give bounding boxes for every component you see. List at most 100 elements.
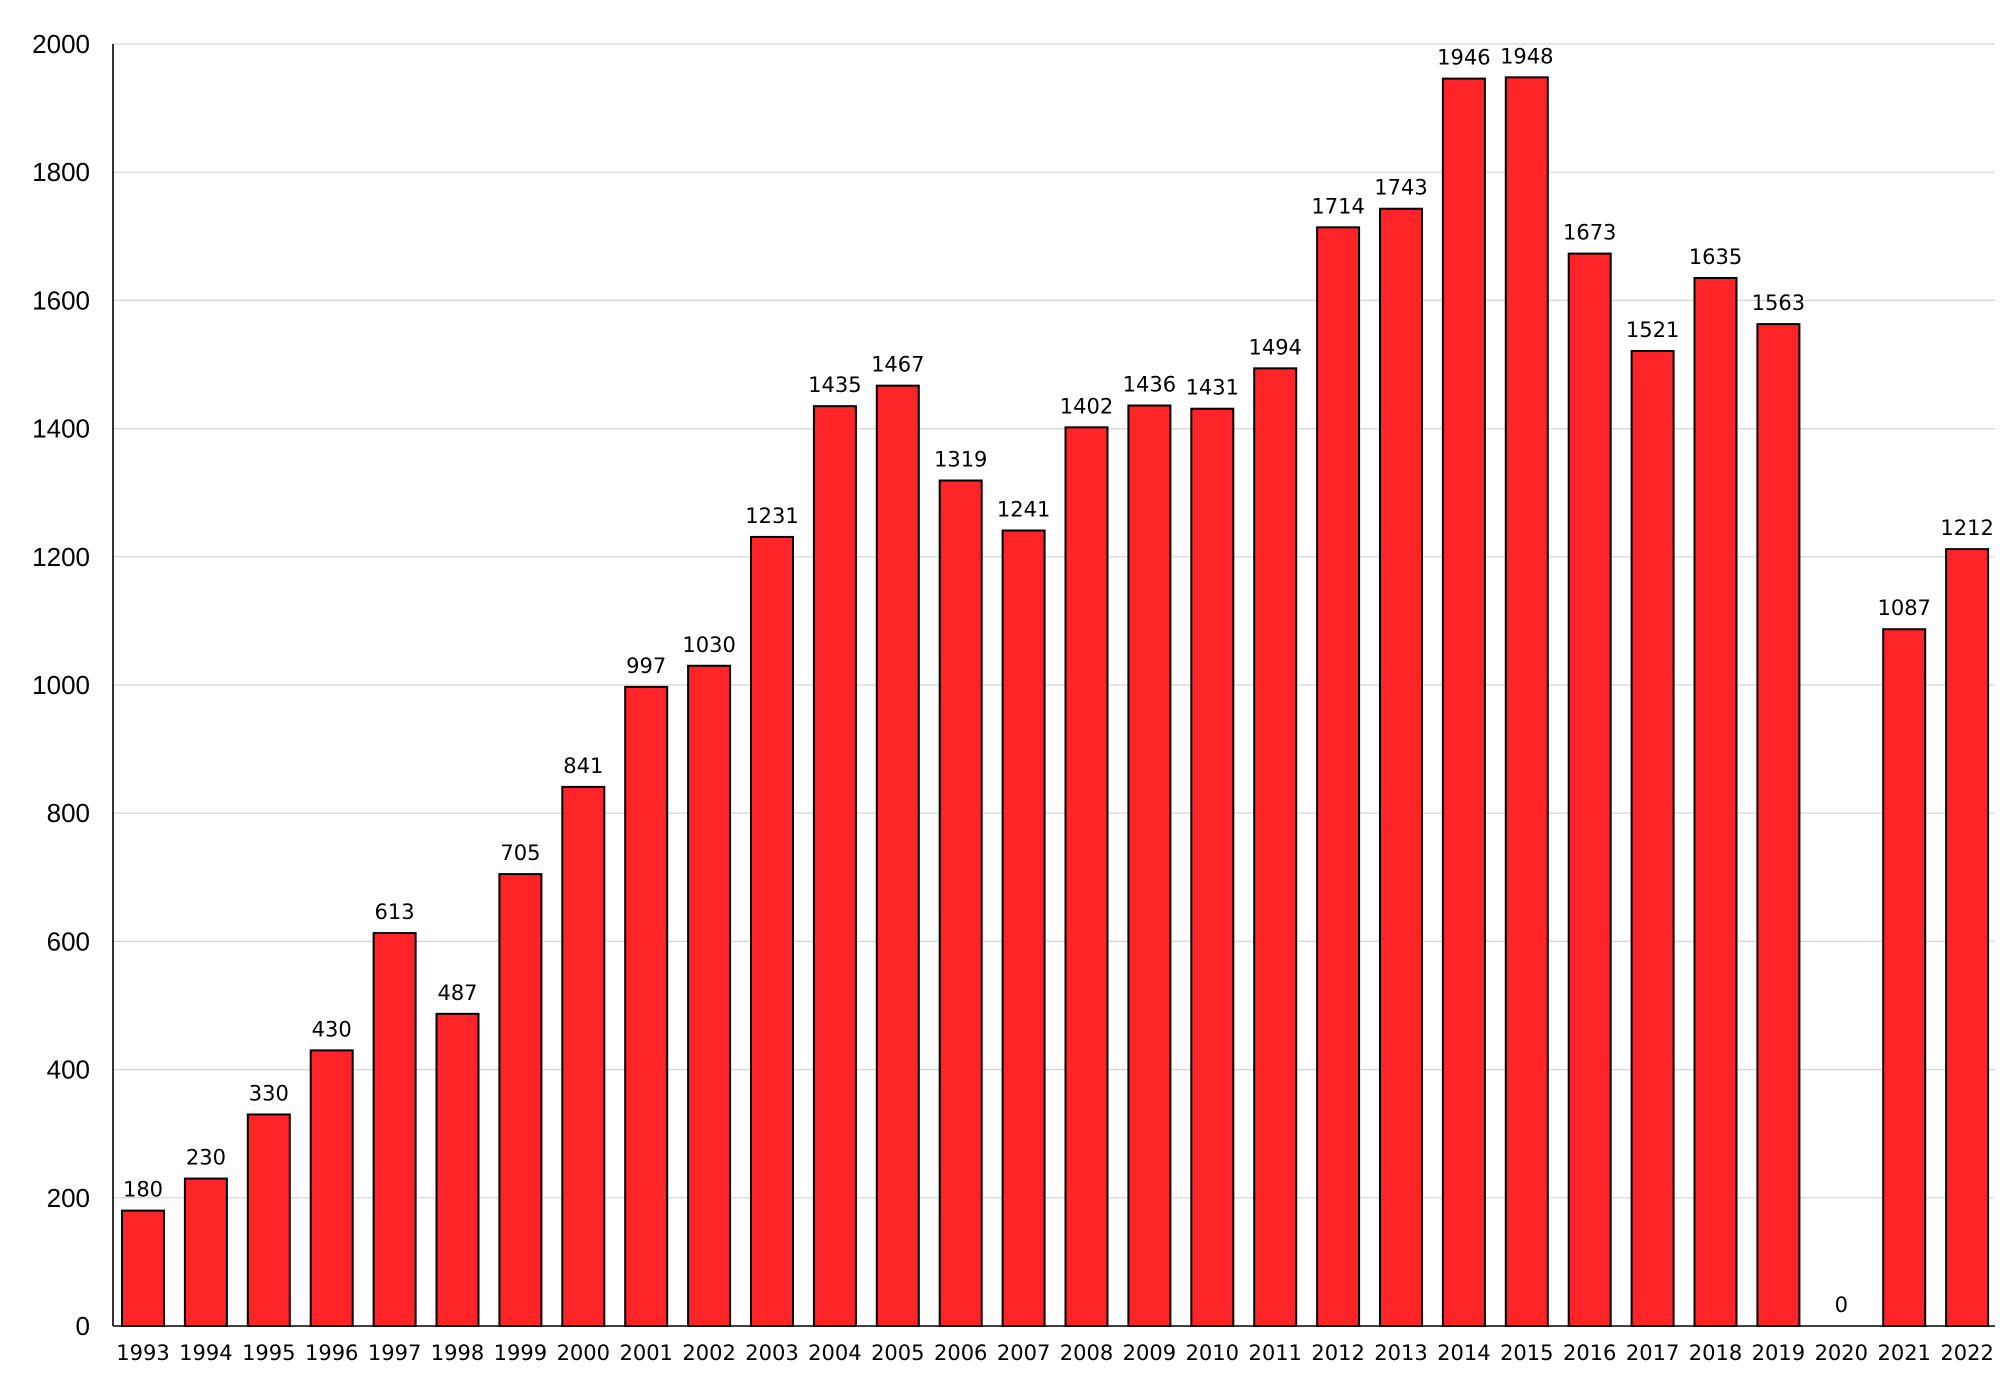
data-label-2012: 1714 [1311, 194, 1364, 218]
y-axis-ticks: 0 200 400 600 800 1000 1200 1400 1600 1800 2000 [32, 29, 90, 1341]
bar-2009 [1127, 404, 1172, 1327]
bar-1994 [183, 1177, 228, 1327]
y-tick-label: 600 [47, 926, 90, 956]
data-label-2017: 1521 [1626, 318, 1679, 342]
bar-1997 [372, 932, 417, 1328]
grid-lines [113, 43, 1995, 1199]
data-label-2000: 841 [563, 754, 603, 778]
data-label-2013: 1743 [1374, 176, 1427, 200]
bars [121, 76, 1990, 1328]
data-label-2006: 1319 [934, 448, 987, 472]
bar-2000 [561, 785, 606, 1327]
bar-2014 [1441, 77, 1486, 1327]
data-label-2014: 1946 [1437, 46, 1490, 70]
data-label-1993: 180 [123, 1178, 163, 1202]
data-label-2001: 997 [626, 654, 666, 678]
bar-2021 [1882, 628, 1927, 1327]
x-tick-label-2002: 2002 [682, 1341, 735, 1365]
data-label-2008: 1402 [1060, 394, 1113, 418]
data-label-2022: 1212 [1940, 516, 1993, 540]
x-tick-label-2020: 2020 [1815, 1341, 1868, 1365]
data-label-2021: 1087 [1877, 596, 1930, 620]
x-tick-label-2004: 2004 [808, 1341, 861, 1365]
data-label-1995: 330 [249, 1081, 289, 1105]
bar-2015 [1504, 76, 1549, 1327]
y-tick-label: 400 [47, 1055, 90, 1085]
data-label-2010: 1431 [1186, 376, 1239, 400]
data-label-1999: 705 [500, 841, 540, 865]
x-tick-label-2000: 2000 [557, 1341, 610, 1365]
bar-2016 [1567, 252, 1612, 1327]
x-tick-label-1996: 1996 [305, 1341, 358, 1365]
bar-2006 [938, 479, 983, 1327]
x-tick-label-2016: 2016 [1563, 1341, 1616, 1365]
data-label-2019: 1563 [1752, 291, 1805, 315]
data-label-2009: 1436 [1123, 373, 1176, 397]
data-label-2015: 1948 [1500, 44, 1553, 68]
bar-2002 [687, 664, 732, 1327]
bar-1996 [309, 1049, 354, 1327]
bar-2017 [1630, 350, 1675, 1327]
y-tick-label: 0 [76, 1311, 90, 1341]
y-tick-label: 800 [47, 798, 90, 828]
bar-2013 [1379, 207, 1423, 1327]
bar-2019 [1756, 323, 1801, 1327]
data-label-2005: 1467 [871, 353, 924, 377]
bar-2012 [1316, 226, 1361, 1327]
x-tick-label-1995: 1995 [242, 1341, 295, 1365]
x-tick-label-2018: 2018 [1689, 1341, 1742, 1365]
data-label-2018: 1635 [1689, 245, 1742, 269]
data-label-1994: 230 [186, 1146, 226, 1170]
y-tick-label: 1800 [32, 157, 90, 187]
data-label-1998: 487 [437, 981, 477, 1005]
x-tick-label-2007: 2007 [997, 1341, 1050, 1365]
y-tick-label: 1600 [32, 285, 90, 315]
data-label-2007: 1241 [997, 498, 1050, 522]
bar-2018 [1693, 276, 1738, 1328]
data-label-2011: 1494 [1248, 335, 1301, 359]
data-label-2020: 0 [1835, 1293, 1848, 1317]
x-tick-label-2022: 2022 [1940, 1341, 1993, 1365]
x-tick-label-2009: 2009 [1123, 1341, 1176, 1365]
y-tick-label: 1000 [32, 670, 90, 700]
x-tick-label-2010: 2010 [1186, 1341, 1239, 1365]
bar-2011 [1253, 367, 1298, 1327]
data-label-1997: 613 [375, 900, 415, 924]
x-tick-label-2011: 2011 [1248, 1341, 1301, 1365]
bar-1998 [435, 1012, 480, 1327]
x-tick-label-1993: 1993 [116, 1341, 169, 1365]
x-axis-ticks: 1993 1994 1995 1996 1997 1998 1999 2000 2001 2002… [116, 1341, 1994, 1365]
x-tick-label-1997: 1997 [368, 1341, 421, 1365]
x-tick-label-2019: 2019 [1752, 1341, 1805, 1365]
y-tick-label: 1400 [32, 414, 90, 444]
x-tick-label-2003: 2003 [745, 1341, 798, 1365]
bar-2010 [1190, 407, 1235, 1327]
bar-1993 [121, 1209, 165, 1327]
y-tick-label: 1200 [32, 542, 90, 572]
x-tick-label-2005: 2005 [871, 1341, 924, 1365]
x-tick-label-2006: 2006 [934, 1341, 987, 1365]
x-tick-label-2013: 2013 [1374, 1341, 1427, 1365]
x-tick-label-2012: 2012 [1311, 1341, 1364, 1365]
bar-2007 [1001, 529, 1046, 1327]
y-tick-label: 2000 [32, 29, 90, 59]
bar-2003 [750, 535, 794, 1327]
bar-1999 [498, 873, 543, 1327]
data-label-2003: 1231 [745, 504, 798, 528]
data-label-2002: 1030 [682, 633, 735, 657]
x-tick-label-2008: 2008 [1060, 1341, 1113, 1365]
data-label-1996: 430 [312, 1017, 352, 1041]
bar-2008 [1064, 426, 1109, 1327]
x-tick-label-1999: 1999 [494, 1341, 547, 1365]
bar-2005 [875, 384, 920, 1327]
bar-2022 [1945, 548, 1990, 1327]
data-labels: 180 230 330 430 613 487 705 841 997 1030 1231 1435 1… [123, 44, 1994, 1317]
x-tick-label-2017: 2017 [1626, 1341, 1679, 1365]
x-tick-label-2015: 2015 [1500, 1341, 1553, 1365]
bar-2004 [812, 405, 857, 1328]
data-label-2016: 1673 [1563, 221, 1616, 245]
data-label-2004: 1435 [808, 373, 861, 397]
x-tick-label-1994: 1994 [179, 1341, 232, 1365]
x-tick-label-2021: 2021 [1877, 1341, 1930, 1365]
